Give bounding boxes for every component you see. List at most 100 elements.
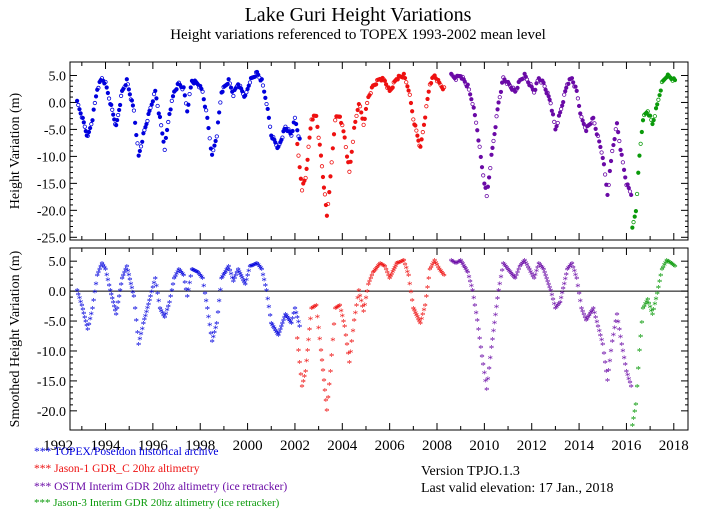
bottom-marker-ostm-interim-gdr: *	[568, 261, 574, 273]
top-point-topex-poseidon	[169, 98, 174, 103]
xtick-label: 2000	[233, 438, 263, 454]
top-point-ostm-interim-gdr	[592, 121, 597, 126]
bottom-marker-topex-poseidon: *	[233, 271, 239, 283]
top-point-topex-poseidon	[126, 87, 131, 92]
bottom-marker-topex-poseidon: *	[289, 319, 295, 331]
top-ytick-label: 0.0	[49, 96, 67, 111]
bottom-marker-topex-poseidon: *	[103, 265, 109, 277]
bottom-marker-topex-poseidon: *	[266, 303, 272, 315]
legend-label-jason1: Jason-1 GDR_C 20hz altimetry	[54, 463, 200, 475]
bottom-marker-topex-poseidon: *	[135, 328, 141, 340]
bottom-marker-jason-3-interim-gdr: *	[638, 332, 644, 344]
top-point-topex-poseidon	[170, 94, 176, 99]
bottom-marker-ostm-interim-gdr: *	[582, 313, 588, 325]
bottom-marker-topex-poseidon: *	[81, 309, 87, 321]
legend-label-topex: TOPEX/Poseidon historical archive	[53, 446, 219, 458]
bottom-marker-jason-3-interim-gdr: *	[646, 299, 652, 311]
top-point-jason-1-gdr-c	[365, 100, 370, 106]
top-point-topex-poseidon	[104, 85, 109, 90]
bottom-marker-topex-poseidon: *	[271, 322, 277, 334]
top-point-topex-poseidon	[150, 99, 155, 104]
bottom-marker-topex-poseidon: *	[105, 276, 111, 288]
top-point-topex-poseidon	[86, 129, 92, 135]
bottom-marker-ostm-interim-gdr: *	[594, 318, 600, 330]
bottom-marker-ostm-interim-gdr: *	[465, 268, 471, 280]
bottom-marker-topex-poseidon: *	[249, 261, 255, 273]
bottom-marker-ostm-interim-gdr: *	[453, 259, 459, 271]
top-point-ostm-interim-gdr	[607, 168, 612, 174]
top-point-ostm-interim-gdr	[497, 95, 502, 100]
top-point-topex-poseidon	[105, 90, 110, 96]
bottom-marker-ostm-interim-gdr: *	[593, 313, 599, 325]
bottom-marker-jason-3-interim-gdr: *	[631, 414, 637, 426]
top-point-jason-1-gdr-c	[421, 122, 427, 127]
bottom-marker-ostm-interim-gdr: *	[531, 274, 537, 286]
bottom-marker-ostm-interim-gdr: *	[576, 289, 582, 301]
bottom-marker-jason-1-gdr-c: *	[347, 358, 353, 370]
top-point-ostm-interim-gdr	[584, 128, 589, 134]
bottom-marker-jason-1-gdr-c: *	[416, 315, 422, 327]
bottom-marker-ostm-interim-gdr: *	[555, 301, 561, 313]
bottom-marker-topex-poseidon: *	[231, 277, 237, 289]
top-point-jason-1-gdr-c	[333, 118, 338, 123]
bottom-marker-ostm-interim-gdr: *	[505, 265, 511, 277]
top-point-ostm-interim-gdr	[478, 154, 483, 160]
top-point-jason-1-gdr-c	[328, 174, 333, 179]
bottom-marker-topex-poseidon: *	[186, 285, 192, 297]
bottom-marker-ostm-interim-gdr: *	[485, 374, 491, 386]
top-point-jason-1-gdr-c	[298, 176, 303, 181]
bottom-marker-ostm-interim-gdr: *	[463, 265, 469, 277]
bottom-marker-topex-poseidon: *	[175, 267, 181, 279]
bottom-marker-topex-poseidon: *	[291, 309, 297, 321]
top-point-ostm-interim-gdr	[574, 88, 579, 93]
bottom-marker-topex-poseidon: *	[166, 302, 172, 314]
bottom-marker-topex-poseidon: *	[241, 278, 247, 290]
bottom-marker-jason-1-gdr-c: *	[335, 303, 341, 315]
bottom-marker-jason-3-interim-gdr: *	[651, 305, 657, 317]
bottom-marker-topex-poseidon: *	[113, 310, 119, 322]
bottom-marker-topex-poseidon: *	[290, 314, 296, 326]
bottom-marker-jason-1-gdr-c: *	[422, 301, 428, 313]
bottom-marker-jason-1-gdr-c: *	[395, 259, 401, 271]
bottom-marker-ostm-interim-gdr: *	[498, 273, 504, 285]
top-point-jason-1-gdr-c	[407, 92, 412, 97]
bottom-marker-jason-1-gdr-c: *	[342, 322, 348, 334]
top-point-ostm-interim-gdr	[473, 120, 479, 125]
bottom-marker-ostm-interim-gdr: *	[488, 353, 494, 365]
bottom-marker-jason-1-gdr-c: *	[392, 263, 398, 275]
bottom-marker-jason-1-gdr-c: *	[401, 256, 407, 268]
bottom-marker-topex-poseidon: *	[146, 300, 152, 312]
bottom-marker-jason-3-interim-gdr: *	[671, 261, 677, 273]
bottom-marker-jason-1-gdr-c: *	[413, 308, 419, 320]
top-point-jason-3-interim-gdr	[640, 118, 646, 123]
top-point-jason-1-gdr-c	[355, 107, 360, 113]
top-point-topex-poseidon	[265, 106, 270, 112]
bottom-marker-topex-poseidon: *	[184, 292, 190, 304]
bottom-marker-ostm-interim-gdr: *	[541, 265, 547, 277]
bottom-marker-ostm-interim-gdr: *	[509, 270, 515, 282]
bottom-marker-ostm-interim-gdr: *	[517, 262, 523, 274]
bottom-marker-ostm-interim-gdr: *	[477, 334, 483, 346]
top-point-jason-3-interim-gdr	[630, 225, 635, 230]
bottom-marker-jason-1-gdr-c: *	[332, 304, 338, 316]
top-point-topex-poseidon	[260, 83, 266, 88]
bottom-marker-jason-1-gdr-c: *	[348, 347, 354, 359]
top-point-ostm-interim-gdr	[563, 89, 568, 94]
top-point-topex-poseidon	[267, 124, 273, 129]
bottom-marker-jason-1-gdr-c: *	[312, 302, 318, 314]
bottom-marker-jason-3-interim-gdr: *	[637, 346, 643, 358]
top-point-jason-1-gdr-c	[368, 91, 373, 96]
bottom-marker-ostm-interim-gdr: *	[595, 322, 601, 334]
bottom-marker-topex-poseidon: *	[261, 276, 267, 288]
bottom-marker-ostm-interim-gdr: *	[473, 309, 479, 321]
top-point-jason-1-gdr-c	[420, 130, 425, 135]
bottom-marker-topex-poseidon: *	[124, 262, 130, 274]
top-point-jason-1-gdr-c	[359, 110, 364, 115]
bottom-marker-jason-3-interim-gdr: *	[659, 265, 665, 277]
top-point-ostm-interim-gdr	[627, 189, 633, 194]
top-point-topex-poseidon	[205, 115, 210, 120]
bottom-marker-ostm-interim-gdr: *	[615, 318, 621, 330]
bottom-marker-topex-poseidon: *	[188, 272, 194, 284]
bottom-ytick-label: -15.0	[37, 375, 66, 390]
top-point-ostm-interim-gdr	[564, 85, 569, 90]
